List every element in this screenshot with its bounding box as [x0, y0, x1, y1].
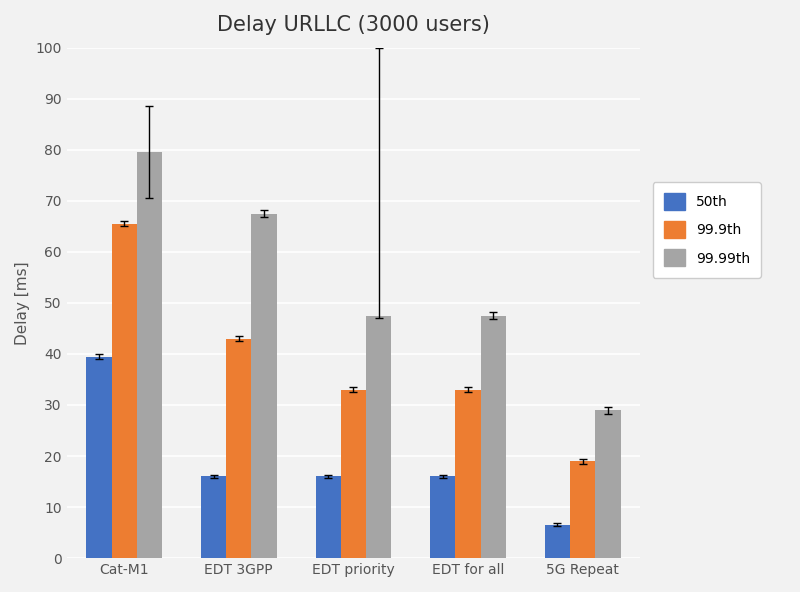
Bar — [86, 356, 111, 558]
Title: Delay URLLC (3000 users): Delay URLLC (3000 users) — [217, 15, 490, 35]
Bar — [570, 461, 595, 558]
Bar — [251, 214, 277, 558]
Bar — [315, 477, 341, 558]
Legend: 50th, 99.9th, 99.99th: 50th, 99.9th, 99.99th — [653, 182, 761, 278]
Bar — [341, 390, 366, 558]
Bar — [595, 410, 621, 558]
Bar — [366, 316, 391, 558]
Bar — [111, 224, 137, 558]
Bar — [545, 525, 570, 558]
Y-axis label: Delay [ms]: Delay [ms] — [15, 261, 30, 345]
Bar — [430, 477, 455, 558]
Bar — [137, 152, 162, 558]
Bar — [226, 339, 251, 558]
Bar — [201, 477, 226, 558]
Bar — [455, 390, 481, 558]
Bar — [481, 316, 506, 558]
